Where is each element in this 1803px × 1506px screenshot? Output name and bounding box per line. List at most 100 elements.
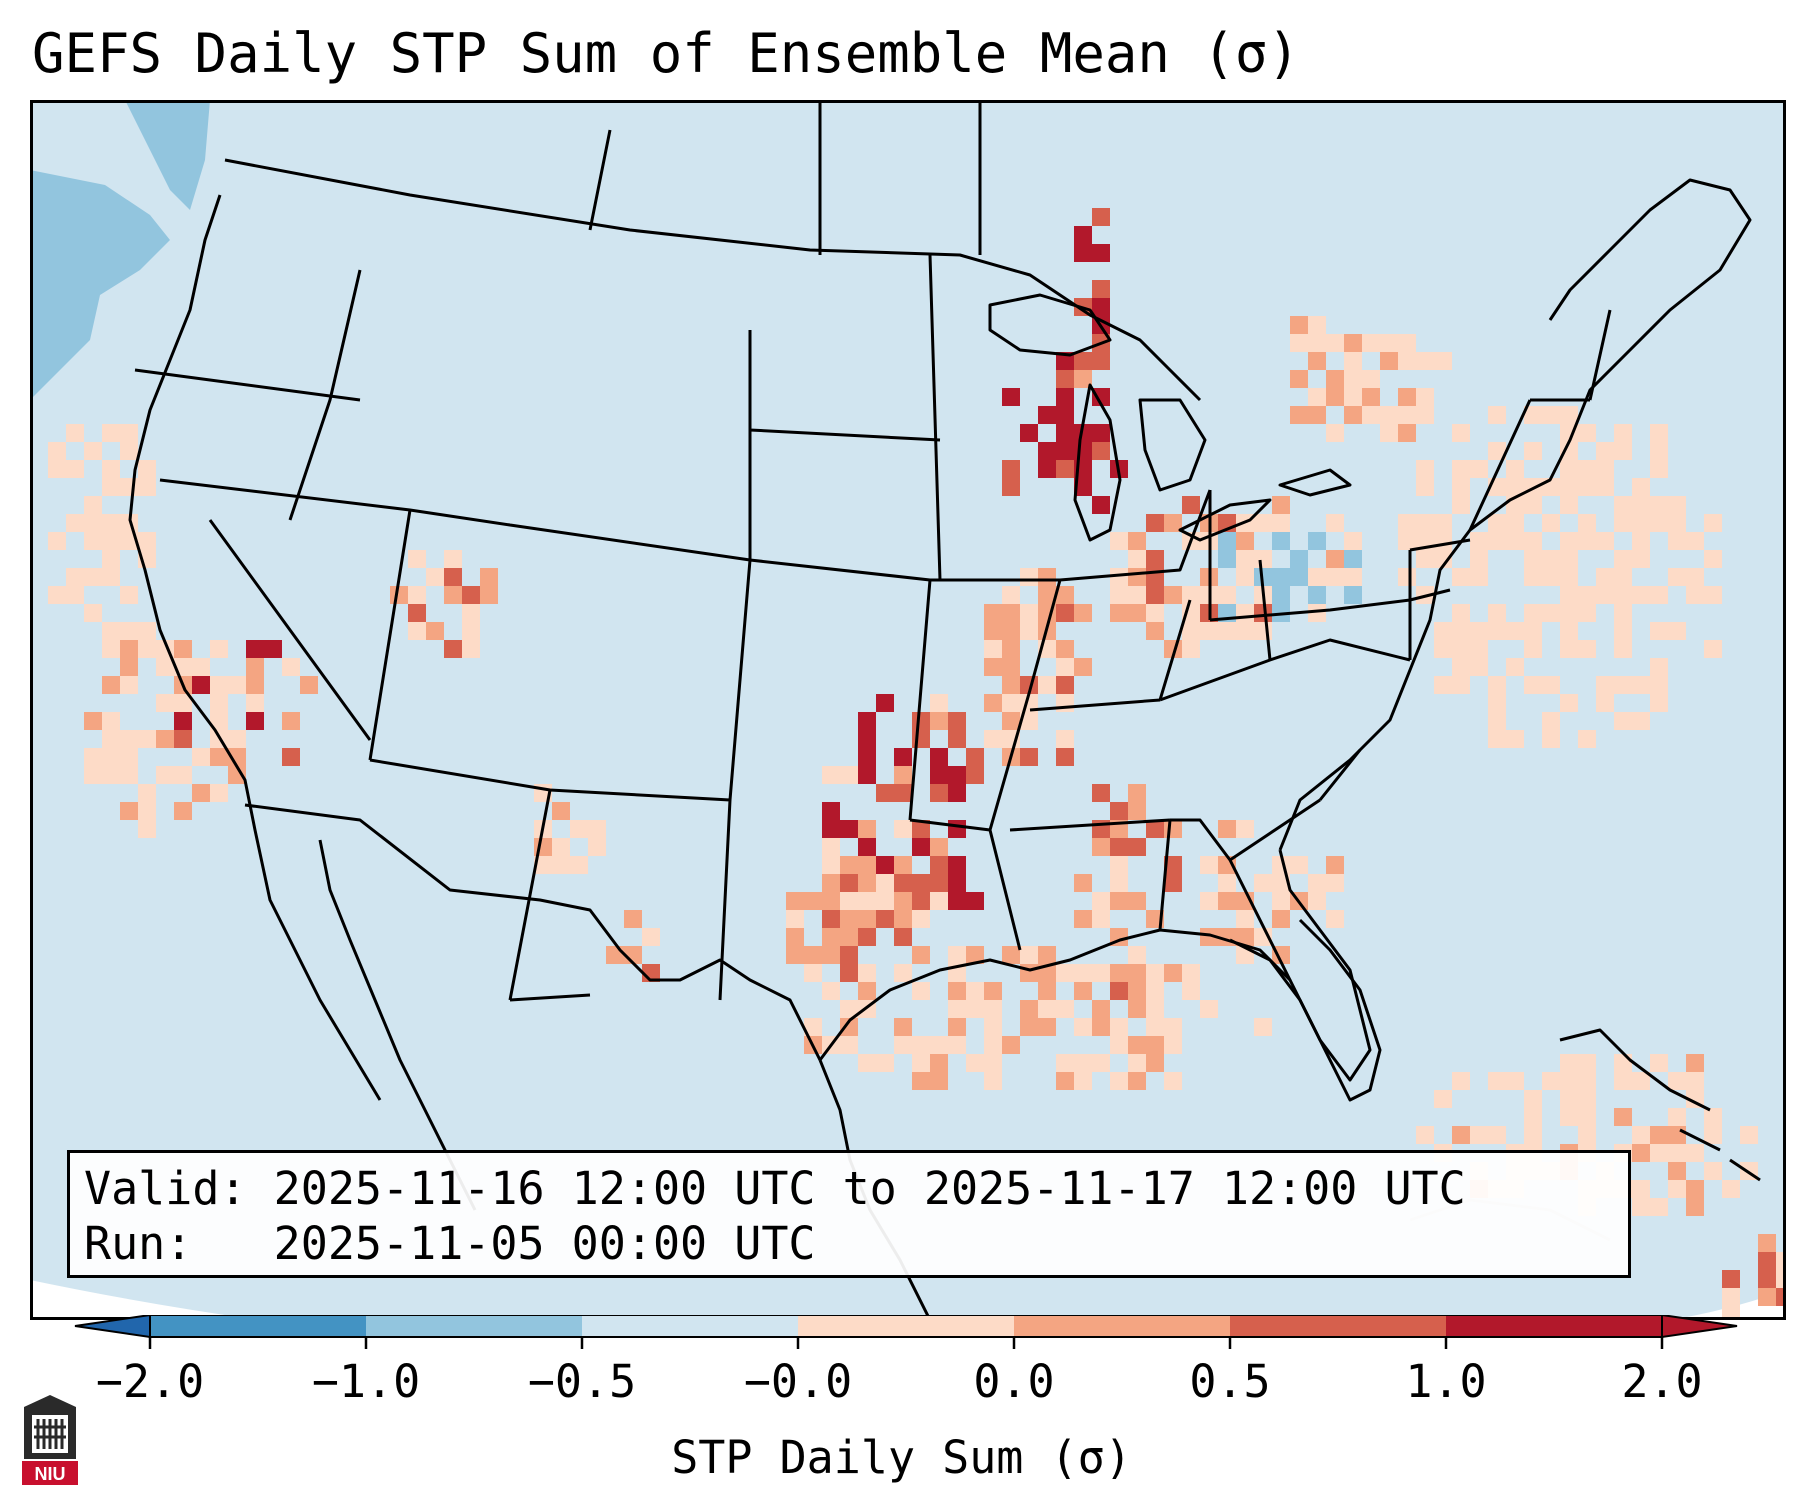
colorbar-segment [582, 1315, 798, 1337]
stp-cell [1218, 622, 1236, 640]
stp-cell [930, 694, 948, 712]
colorbar-segment [366, 1315, 582, 1337]
stp-cell [1038, 406, 1056, 424]
stp-cell [1326, 550, 1344, 568]
stp-cell [1056, 640, 1074, 658]
stp-cell [822, 766, 840, 784]
stp-cell [984, 640, 1002, 658]
stp-cell [1452, 640, 1470, 658]
stp-cell [426, 568, 444, 586]
stp-cell [282, 748, 300, 766]
stp-cell [390, 586, 408, 604]
stp-cell [1146, 586, 1164, 604]
stp-cell [1308, 388, 1326, 406]
stp-cell [1614, 622, 1632, 640]
stp-cell [1560, 568, 1578, 586]
stp-cell [1686, 1072, 1704, 1090]
stp-cell [1326, 856, 1344, 874]
stp-cell [1614, 676, 1632, 694]
stp-cell [984, 1000, 1002, 1018]
stp-cell [1182, 640, 1200, 658]
stp-cell [948, 946, 966, 964]
lake-erie [1178, 498, 1272, 542]
stp-cell [1452, 1072, 1470, 1090]
stp-cell [1056, 406, 1074, 424]
stp-cell [1308, 604, 1326, 622]
stp-cell [1200, 928, 1218, 946]
stp-cell [876, 892, 894, 910]
stp-cell [1776, 1288, 1786, 1306]
stp-cell [1542, 676, 1560, 694]
stp-cell [1398, 532, 1416, 550]
stp-cell [228, 766, 246, 784]
stp-cell [1326, 568, 1344, 586]
stp-cell [912, 910, 930, 928]
stp-cell [102, 712, 120, 730]
stp-cell [822, 892, 840, 910]
stp-cell [1272, 586, 1290, 604]
stp-cell [1632, 1072, 1650, 1090]
stp-cell [1488, 514, 1506, 532]
stp-cell [1650, 424, 1668, 442]
stp-cell [138, 532, 156, 550]
stp-cell [1218, 532, 1236, 550]
stp-cell [1326, 910, 1344, 928]
stp-cell [1092, 244, 1110, 262]
stp-cell [1614, 1054, 1632, 1072]
stp-cell [948, 1018, 966, 1036]
stp-cell [822, 910, 840, 928]
stp-cell [1704, 586, 1722, 604]
stp-cell [1740, 1126, 1758, 1144]
pacific-negative-area-2 [125, 100, 210, 210]
stp-cell [1596, 676, 1614, 694]
niu-logo: NIU [22, 1395, 78, 1485]
stp-cell [1578, 1054, 1596, 1072]
stp-cell [1632, 478, 1650, 496]
stp-cell [192, 784, 210, 802]
stp-cell [1020, 604, 1038, 622]
stp-cell [102, 478, 120, 496]
stp-cell [1398, 514, 1416, 532]
run-label: Run: [84, 1217, 193, 1270]
colorbar-overflow-arrow [1661, 1315, 1738, 1339]
stp-cell [822, 946, 840, 964]
stp-cell [1092, 298, 1110, 316]
stp-cell [1560, 550, 1578, 568]
caribbean-islands [1559, 1028, 1761, 1182]
colorbar-tick-label: 0.5 [1189, 1355, 1270, 1408]
valid-time-range: 2025-11-16 12:00 UTC to 2025-11-17 12:00… [273, 1162, 1466, 1215]
stp-cell [246, 658, 264, 676]
stp-cell [1578, 1126, 1596, 1144]
stp-cell [174, 766, 192, 784]
stp-cell [1488, 532, 1506, 550]
stp-cell [66, 568, 84, 586]
stp-cell [1002, 604, 1020, 622]
stp-cell [138, 640, 156, 658]
stp-cell [1632, 1126, 1650, 1144]
stp-cell [1200, 622, 1218, 640]
stp-cell [1686, 1180, 1704, 1198]
stp-cell [1038, 1018, 1056, 1036]
stp-cell [1542, 550, 1560, 568]
stp-cell [1722, 1180, 1740, 1198]
stp-cell [120, 766, 138, 784]
stp-cell [120, 748, 138, 766]
stp-cell [984, 1072, 1002, 1090]
stp-cell [138, 820, 156, 838]
stp-cell [840, 874, 858, 892]
stp-cell [1164, 1072, 1182, 1090]
stp-cell [1434, 352, 1452, 370]
stp-cell [1578, 478, 1596, 496]
stp-cell [1038, 460, 1056, 478]
stp-cell [930, 748, 948, 766]
stp-cell [1272, 874, 1290, 892]
stp-cell [858, 874, 876, 892]
colorbar-segment [150, 1315, 366, 1337]
stp-cell [1002, 676, 1020, 694]
stp-cell [1164, 1018, 1182, 1036]
stp-cell [1596, 694, 1614, 712]
stp-cell [1560, 460, 1578, 478]
stp-cell [1650, 1126, 1668, 1144]
stp-cell [894, 892, 912, 910]
map-panel [30, 100, 1786, 1320]
